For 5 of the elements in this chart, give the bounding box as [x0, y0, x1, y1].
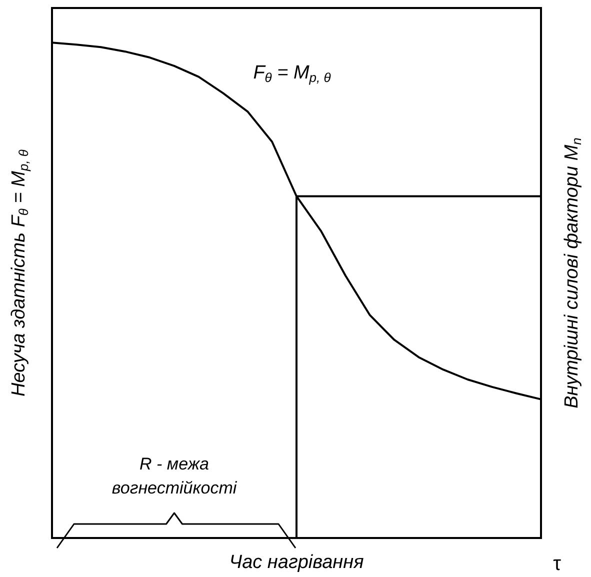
x-axis-title: Час нагрівання: [229, 552, 364, 573]
y-axis-title: Несуча здатність Fθ = Mp, θ: [8, 150, 31, 396]
text: τ: [553, 553, 562, 575]
y2-axis-title: Внутрішні силові фактори Mn: [562, 138, 584, 408]
annotation: R - межа вогнестійкості: [112, 454, 238, 498]
